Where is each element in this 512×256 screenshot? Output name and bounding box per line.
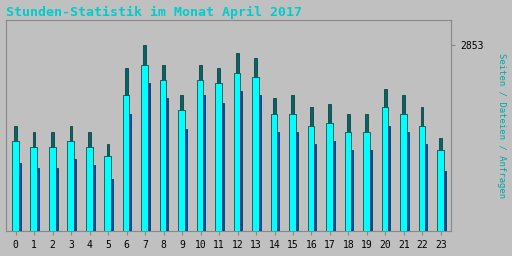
- Bar: [160, 80, 166, 256]
- Bar: [368, 150, 372, 256]
- Bar: [33, 132, 35, 256]
- Bar: [291, 95, 294, 256]
- Bar: [423, 144, 427, 256]
- Bar: [125, 68, 128, 256]
- Bar: [16, 163, 20, 256]
- Bar: [384, 89, 387, 256]
- Y-axis label: Seiten / Dateien / Anfragen: Seiten / Dateien / Anfragen: [498, 53, 506, 198]
- Bar: [365, 113, 368, 256]
- Bar: [421, 108, 423, 256]
- Bar: [236, 53, 239, 256]
- Bar: [289, 113, 296, 256]
- Bar: [72, 159, 76, 256]
- Bar: [180, 95, 183, 256]
- Bar: [345, 132, 351, 256]
- Bar: [257, 95, 261, 256]
- Bar: [331, 141, 335, 256]
- Bar: [275, 132, 280, 256]
- Bar: [162, 65, 165, 256]
- Bar: [238, 91, 242, 256]
- Bar: [252, 77, 259, 256]
- Bar: [312, 144, 316, 256]
- Bar: [293, 132, 298, 256]
- Bar: [12, 141, 18, 256]
- Bar: [271, 113, 278, 256]
- Bar: [109, 178, 113, 256]
- Bar: [310, 108, 313, 256]
- Bar: [53, 168, 57, 256]
- Bar: [220, 103, 224, 256]
- Bar: [233, 73, 241, 256]
- Bar: [70, 126, 72, 256]
- Bar: [164, 98, 168, 256]
- Bar: [86, 147, 93, 256]
- Bar: [106, 144, 109, 256]
- Bar: [197, 80, 203, 256]
- Bar: [67, 141, 74, 256]
- Bar: [218, 68, 220, 256]
- Bar: [441, 171, 446, 256]
- Bar: [143, 46, 146, 256]
- Bar: [386, 126, 390, 256]
- Bar: [183, 129, 187, 256]
- Bar: [178, 111, 185, 256]
- Bar: [381, 108, 388, 256]
- Bar: [90, 165, 95, 256]
- Bar: [14, 126, 17, 256]
- Bar: [146, 83, 150, 256]
- Bar: [400, 113, 407, 256]
- Bar: [30, 147, 37, 256]
- Bar: [418, 126, 425, 256]
- Bar: [404, 132, 409, 256]
- Bar: [308, 126, 314, 256]
- Bar: [88, 132, 91, 256]
- Bar: [141, 65, 148, 256]
- Bar: [201, 95, 205, 256]
- Bar: [199, 65, 202, 256]
- Bar: [437, 150, 444, 256]
- Bar: [123, 95, 130, 256]
- Bar: [349, 150, 353, 256]
- Bar: [363, 132, 370, 256]
- Bar: [439, 138, 442, 256]
- Bar: [326, 123, 333, 256]
- Bar: [49, 147, 56, 256]
- Bar: [104, 156, 111, 256]
- Bar: [215, 83, 222, 256]
- Bar: [35, 168, 39, 256]
- Text: Stunden-Statistik im Monat April 2017: Stunden-Statistik im Monat April 2017: [6, 6, 302, 19]
- Bar: [51, 132, 54, 256]
- Bar: [127, 113, 132, 256]
- Bar: [347, 113, 350, 256]
- Bar: [273, 98, 275, 256]
- Bar: [328, 104, 331, 256]
- Bar: [402, 95, 405, 256]
- Bar: [254, 58, 257, 256]
